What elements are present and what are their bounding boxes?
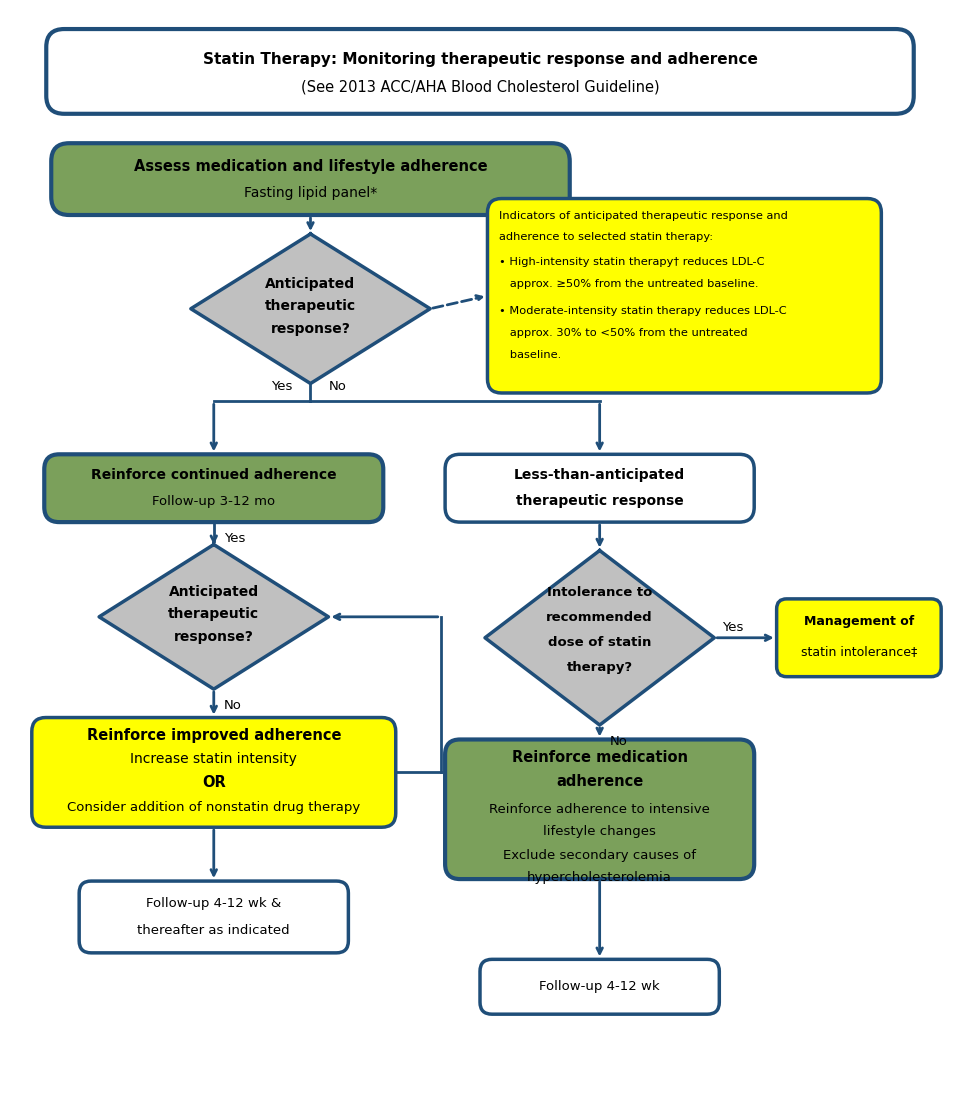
Text: Increase statin intensity: Increase statin intensity xyxy=(131,752,298,767)
Text: dose of statin: dose of statin xyxy=(548,637,651,649)
Text: No: No xyxy=(610,735,628,747)
Text: therapeutic response: therapeutic response xyxy=(516,495,684,508)
Text: Intolerance to: Intolerance to xyxy=(547,586,653,600)
FancyBboxPatch shape xyxy=(79,881,348,953)
Text: lifestyle changes: lifestyle changes xyxy=(543,825,656,838)
Text: (See 2013 ACC/AHA Blood Cholesterol Guideline): (See 2013 ACC/AHA Blood Cholesterol Guid… xyxy=(300,79,660,95)
Text: Reinforce improved adherence: Reinforce improved adherence xyxy=(86,728,341,743)
FancyBboxPatch shape xyxy=(32,717,396,827)
Text: Yes: Yes xyxy=(722,621,744,634)
Text: Yes: Yes xyxy=(224,532,245,545)
Text: adherence: adherence xyxy=(556,774,643,789)
Text: Follow-up 4-12 wk: Follow-up 4-12 wk xyxy=(540,980,660,994)
Text: Follow-up 3-12 mo: Follow-up 3-12 mo xyxy=(153,495,276,508)
Text: therapeutic: therapeutic xyxy=(265,299,356,312)
Text: Anticipated: Anticipated xyxy=(265,276,355,291)
Text: Follow-up 4-12 wk &: Follow-up 4-12 wk & xyxy=(146,896,281,910)
Text: OR: OR xyxy=(202,774,226,790)
FancyBboxPatch shape xyxy=(445,740,755,880)
Text: Anticipated: Anticipated xyxy=(169,585,259,599)
Text: Assess medication and lifestyle adherence: Assess medication and lifestyle adherenc… xyxy=(133,159,488,173)
Polygon shape xyxy=(191,234,430,384)
FancyBboxPatch shape xyxy=(46,29,914,114)
Polygon shape xyxy=(485,551,714,725)
Text: Management of: Management of xyxy=(804,615,914,629)
Text: Exclude secondary causes of: Exclude secondary causes of xyxy=(503,848,696,862)
FancyBboxPatch shape xyxy=(51,143,569,215)
Text: thereafter as indicated: thereafter as indicated xyxy=(137,924,290,938)
Text: • High-intensity statin therapy† reduces LDL-C: • High-intensity statin therapy† reduces… xyxy=(499,257,765,267)
Text: baseline.: baseline. xyxy=(499,350,562,360)
FancyBboxPatch shape xyxy=(777,599,941,677)
Polygon shape xyxy=(99,545,328,689)
Text: therapy?: therapy? xyxy=(566,661,633,674)
Text: Reinforce continued adherence: Reinforce continued adherence xyxy=(91,468,337,482)
Text: therapeutic: therapeutic xyxy=(168,606,259,621)
Text: response?: response? xyxy=(271,321,350,336)
Text: adherence to selected statin therapy:: adherence to selected statin therapy: xyxy=(499,233,713,243)
FancyBboxPatch shape xyxy=(480,959,719,1014)
FancyBboxPatch shape xyxy=(488,198,881,393)
Text: • Moderate-intensity statin therapy reduces LDL-C: • Moderate-intensity statin therapy redu… xyxy=(499,307,787,317)
Text: approx. ≥50% from the untreated baseline.: approx. ≥50% from the untreated baseline… xyxy=(499,280,759,290)
Text: Reinforce adherence to intensive: Reinforce adherence to intensive xyxy=(490,802,710,816)
Text: Indicators of anticipated therapeutic response and: Indicators of anticipated therapeutic re… xyxy=(499,210,788,220)
Text: Fasting lipid panel*: Fasting lipid panel* xyxy=(244,186,377,200)
Text: statin intolerance‡: statin intolerance‡ xyxy=(801,646,917,658)
Text: No: No xyxy=(224,699,242,712)
FancyBboxPatch shape xyxy=(44,454,383,523)
Text: hypercholesterolemia: hypercholesterolemia xyxy=(527,871,672,884)
Text: Consider addition of nonstatin drug therapy: Consider addition of nonstatin drug ther… xyxy=(67,801,360,814)
Text: Reinforce medication: Reinforce medication xyxy=(512,750,687,765)
Text: response?: response? xyxy=(174,630,253,643)
FancyBboxPatch shape xyxy=(445,454,755,523)
Text: Yes: Yes xyxy=(271,380,293,394)
Text: No: No xyxy=(328,380,347,394)
Text: Less-than-anticipated: Less-than-anticipated xyxy=(515,468,685,482)
Text: approx. 30% to <50% from the untreated: approx. 30% to <50% from the untreated xyxy=(499,328,748,338)
Text: Statin Therapy: Monitoring therapeutic response and adherence: Statin Therapy: Monitoring therapeutic r… xyxy=(203,51,757,67)
Text: recommended: recommended xyxy=(546,611,653,624)
